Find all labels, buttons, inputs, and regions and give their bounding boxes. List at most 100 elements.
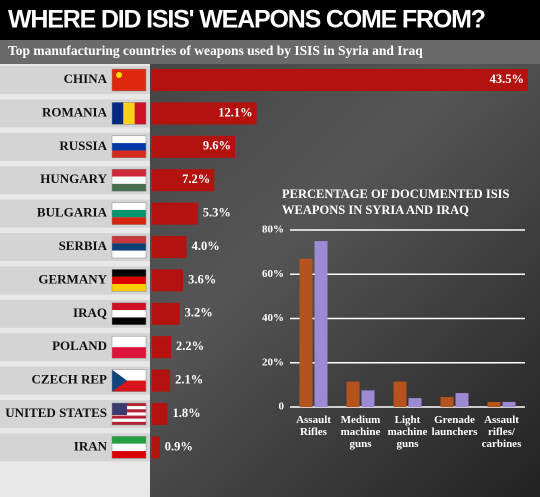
flag (112, 403, 146, 407)
flag (112, 421, 146, 425)
y-tick-label: SERBIA (59, 238, 108, 253)
x-tick-label: Medium machine guns (340, 414, 381, 450)
flag-border (111, 335, 147, 359)
y-tick-label: ROMANIA (42, 104, 108, 119)
flag-border (111, 68, 147, 92)
page-title: WHERE DID ISIS' WEAPONS COME FROM? (8, 6, 486, 34)
flag (112, 310, 146, 318)
value-label: 5.3% (203, 205, 231, 219)
flag (112, 436, 146, 444)
bar (152, 336, 172, 359)
flag-border (111, 102, 147, 125)
flag-border (111, 402, 147, 426)
y-tick-label: CHINA (64, 71, 108, 86)
flag (112, 269, 146, 277)
value-label: 2.2% (176, 339, 204, 353)
bar (314, 241, 328, 407)
value-label: 9.6% (203, 139, 231, 153)
bar (152, 369, 171, 392)
bar (487, 401, 501, 407)
bar (152, 69, 528, 91)
bar (152, 436, 160, 459)
chart-title: Top manufacturing countries of weapons u… (8, 43, 423, 58)
flag (112, 369, 146, 381)
flag (112, 347, 146, 359)
flag (112, 336, 146, 348)
y-tick-label: IRAQ (73, 305, 107, 320)
flag (112, 443, 146, 452)
value-label: 1.8% (173, 406, 201, 420)
flag (112, 276, 146, 285)
flag (112, 202, 146, 210)
flag (112, 451, 146, 459)
y-tick-label: CZECH REP (32, 372, 108, 387)
flag-border (111, 369, 147, 392)
flag (112, 150, 146, 158)
flag (112, 176, 146, 184)
flag (112, 135, 146, 144)
flag-border (111, 436, 147, 459)
y-tick-label: HUNGARY (40, 171, 107, 186)
flag (112, 403, 127, 415)
flag (112, 418, 146, 422)
bar (299, 258, 313, 407)
value-label: 7.2% (182, 172, 210, 186)
bar (408, 398, 422, 407)
flag (112, 380, 146, 392)
flag (112, 143, 146, 151)
bar (152, 202, 198, 225)
flag (112, 302, 146, 311)
flag (112, 317, 146, 325)
flag (112, 243, 146, 251)
flag (112, 69, 146, 91)
bar (152, 102, 257, 125)
flag (123, 102, 135, 125)
flag (112, 412, 146, 416)
flag-border (111, 202, 147, 225)
bar (455, 393, 469, 407)
bar (152, 169, 215, 192)
y-tick-label: 60% (262, 268, 284, 280)
flag-border (111, 168, 147, 192)
flag (112, 369, 127, 392)
value-label: 43.5% (490, 72, 524, 86)
x-tick-label: Assault Rifles (296, 414, 331, 438)
value-label: 0.9% (165, 439, 193, 453)
flag (112, 284, 146, 292)
flag (116, 72, 122, 78)
subtitle-band (0, 40, 540, 64)
y-tick-label: 0 (279, 401, 285, 413)
flag (112, 250, 146, 258)
bar (152, 403, 168, 425)
y-tick-label: POLAND (52, 338, 107, 353)
title-band (0, 0, 540, 40)
flag-border (111, 135, 147, 159)
chart2-title: PERCENTAGE OF DOCUMENTED ISIS WEAPONS IN … (282, 187, 510, 217)
flag (112, 102, 124, 125)
y-tick-label: RUSSIA (59, 138, 107, 153)
flag (112, 209, 146, 218)
value-label: 12.1% (218, 105, 252, 119)
flag (112, 169, 146, 177)
flag (112, 415, 146, 419)
flag (112, 217, 146, 225)
y-tick-label: 20% (262, 356, 284, 368)
bar (152, 269, 184, 292)
x-tick-label: Grenade launchers (431, 414, 478, 438)
y-tick-label: GERMANY (38, 271, 107, 286)
flag (112, 183, 146, 192)
bar (440, 397, 454, 407)
bar (346, 381, 360, 407)
x-tick-label: Assault rifles/ carbines (481, 414, 522, 450)
y-tick-label: IRAN (74, 438, 108, 453)
value-label: 4.0% (192, 239, 220, 253)
bar (152, 135, 235, 158)
y-tick-label: 80% (262, 224, 284, 236)
flag (112, 406, 146, 410)
flag-border (111, 235, 147, 259)
bar (393, 381, 407, 407)
flag (112, 236, 146, 244)
bar (152, 236, 187, 258)
